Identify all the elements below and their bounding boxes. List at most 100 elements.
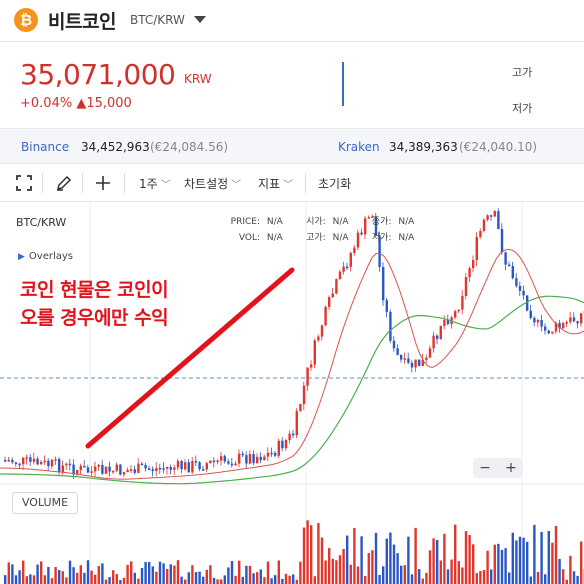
volume-bar	[414, 527, 417, 584]
volume-bar	[342, 549, 345, 584]
fullscreen-icon[interactable]	[14, 173, 34, 193]
volume-bar	[14, 575, 18, 584]
candle-body	[169, 467, 172, 470]
candle-body	[205, 463, 208, 470]
mini-price-chart	[342, 62, 492, 106]
candle-body	[486, 215, 489, 220]
period-select-label: 1주	[139, 177, 158, 191]
volume-bar	[68, 560, 72, 584]
volume-bar	[504, 548, 507, 584]
volume-bar	[310, 525, 313, 584]
info-row: PRICE: N/A 시가: N/A 종가: N/A	[226, 214, 430, 230]
volume-bar	[220, 579, 223, 584]
volume-bar	[50, 578, 54, 584]
candle-body	[407, 358, 410, 363]
chart-symbol-label: BTC/KRW	[16, 216, 67, 229]
coin-select-dropdown-icon[interactable]	[194, 16, 206, 23]
volume-bar	[479, 571, 482, 584]
coin-header: ₿ 비트코인 BTC/KRW	[0, 0, 584, 42]
volume-bar	[180, 576, 183, 584]
volume-bar	[421, 578, 424, 584]
candle-body	[40, 461, 43, 465]
candle-body	[464, 277, 468, 296]
candle-body	[364, 218, 367, 235]
candle-body	[191, 461, 194, 473]
candle-body	[209, 460, 212, 464]
volume-bar	[252, 573, 255, 584]
overlays-toggle[interactable]: ▶ Overlays	[18, 251, 73, 262]
candle-body	[14, 462, 18, 464]
candle-body	[144, 464, 147, 469]
candle-body	[306, 367, 309, 386]
candle-body	[428, 348, 432, 358]
candle-body	[158, 467, 162, 470]
volume-bar	[418, 569, 421, 584]
period-select[interactable]: 1주 ﹀	[139, 175, 171, 192]
chevron-down-icon: ﹀	[231, 180, 242, 191]
high-price-label: 고가	[512, 66, 533, 79]
price-change: +0.04% ▲15,000	[20, 96, 132, 111]
reset-button[interactable]: 초기화	[318, 177, 352, 191]
candle-body	[32, 458, 36, 462]
candle-body	[83, 465, 86, 468]
chart-settings-menu[interactable]: 차트설정 ﹀	[184, 175, 241, 192]
candle-body	[504, 252, 507, 265]
volume-bar	[425, 572, 428, 584]
current-price: 35,071,000	[20, 58, 176, 91]
volume-bar	[94, 574, 97, 584]
candle-body	[565, 322, 568, 324]
candle-body	[176, 460, 180, 468]
volume-bar	[202, 576, 205, 584]
volume-bar	[407, 536, 410, 584]
volume-bar	[497, 543, 500, 584]
candle-body	[47, 460, 50, 467]
candle-body	[198, 462, 201, 470]
exchange-name-binance[interactable]: Binance	[21, 140, 70, 154]
candle-body	[119, 464, 122, 475]
volume-bar	[158, 561, 162, 584]
volume-bar	[349, 564, 352, 584]
candlestick-chart-canvas[interactable]	[0, 202, 584, 584]
volume-bar	[288, 575, 291, 584]
volume-panel-button[interactable]: VOLUME	[12, 492, 78, 514]
candle-body	[133, 469, 136, 473]
crosshair-icon[interactable]	[93, 173, 113, 193]
candle-body	[490, 215, 493, 217]
candle-body	[72, 464, 75, 475]
exchange-price-bar: Binance 34,452,963 (€24,084.56) Kraken 3…	[0, 128, 584, 164]
volume-bar	[569, 555, 572, 584]
candle-body	[338, 271, 342, 280]
volume-bars	[4, 520, 584, 584]
candle-body	[202, 469, 205, 471]
volume-bar	[115, 574, 118, 584]
bitcoin-logo-icon: ₿	[14, 8, 38, 32]
volume-bar	[166, 568, 169, 584]
zoom-out-button[interactable]: −	[479, 460, 491, 476]
volume-bar	[306, 520, 309, 584]
draw-pencil-icon[interactable]	[54, 173, 74, 193]
price-chart[interactable]: BTC/KRW ▶ Overlays PRICE: N/A 시가: N/A 종가:…	[0, 202, 584, 584]
overlays-label: Overlays	[28, 251, 74, 262]
candle-body	[259, 456, 262, 461]
exchange-name-kraken[interactable]: Kraken	[338, 140, 380, 154]
zoom-in-button[interactable]: +	[505, 460, 517, 476]
volume-bar	[223, 575, 226, 584]
volume-bar	[76, 572, 79, 584]
toolbar-divider	[305, 173, 306, 193]
candle-body	[436, 335, 439, 339]
candle-body	[446, 319, 450, 325]
volume-bar	[508, 572, 511, 584]
candle-body	[277, 440, 280, 456]
candle-body	[313, 340, 316, 365]
volume-bar	[385, 538, 388, 584]
indicators-menu[interactable]: 지표 ﹀	[258, 175, 293, 192]
candle-body	[43, 460, 46, 463]
candle-body	[115, 464, 118, 471]
candle-body	[432, 335, 435, 349]
candle-body	[425, 357, 428, 360]
volume-bar	[295, 579, 298, 584]
volume-bar	[191, 565, 194, 584]
volume-bar	[209, 565, 212, 584]
candle-body	[374, 216, 378, 236]
candle-body	[320, 325, 324, 337]
